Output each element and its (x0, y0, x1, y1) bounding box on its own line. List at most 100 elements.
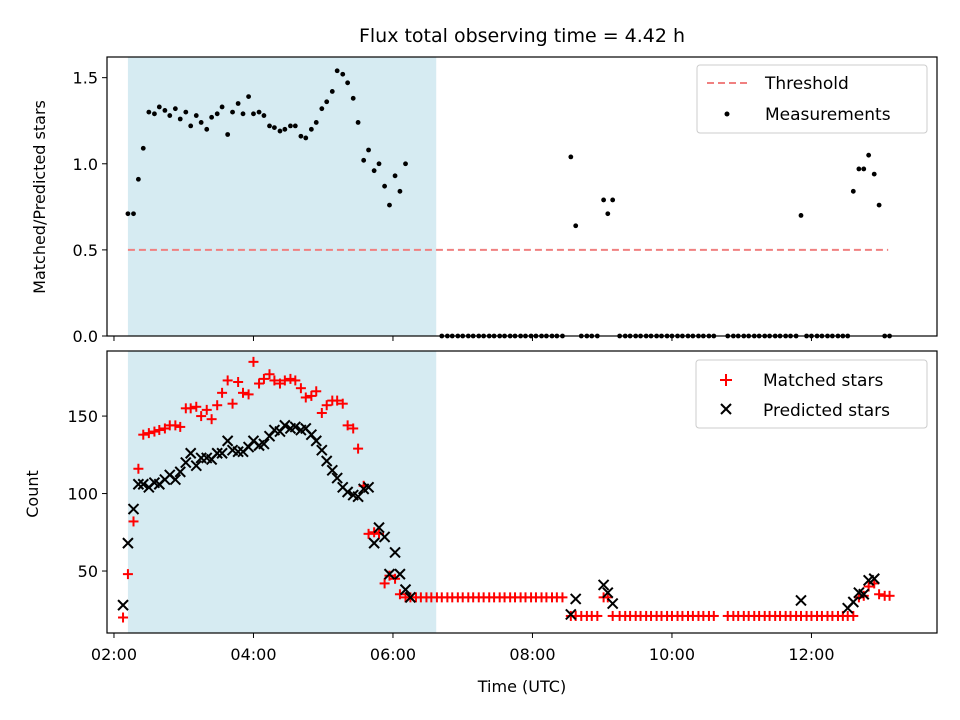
measurement-point (610, 197, 616, 203)
matched-star-point (332, 395, 343, 406)
bottom-x-ticks: 02:00 04:00 06:00 08:00 10:00 12:00 (91, 633, 835, 664)
predicted-star-point (373, 521, 385, 534)
bot-xtick-label: 08:00 (509, 645, 555, 664)
top-ytick-label: 1.5 (73, 69, 98, 88)
measurement-point (573, 223, 579, 229)
measurement-point (204, 126, 210, 132)
matched-star-point (248, 356, 259, 367)
measurement-point (345, 80, 351, 86)
matched-star-point (285, 373, 296, 384)
measurement-point (288, 123, 293, 129)
top-legend: Threshold Measurements (696, 64, 928, 134)
matched-star-point (206, 414, 217, 425)
predicted-star-point (847, 596, 860, 608)
bot-xtick-label: 12:00 (788, 645, 834, 664)
matched-star-point (708, 610, 719, 621)
measurement-point (214, 111, 220, 117)
measurement-point (856, 166, 862, 172)
predicted-star-point (569, 593, 582, 605)
matched-star-point (170, 420, 181, 431)
measurement-point (605, 211, 611, 217)
matched-star-point (557, 592, 568, 603)
predicted-star-point (362, 481, 375, 494)
measurement-point (198, 120, 204, 125)
bot-ytick-label: 100 (67, 485, 98, 504)
measurement-point (140, 145, 146, 151)
measurement-point (361, 157, 367, 163)
measurement-point (125, 211, 131, 217)
measurement-point (240, 111, 246, 117)
matched-star-point (306, 390, 317, 401)
matched-star-point (185, 403, 196, 414)
predicted-star-point (310, 435, 322, 447)
measurement-point (271, 125, 277, 131)
bottom-y-axis-label: Count (23, 470, 42, 518)
top-ytick-label: 0.5 (73, 241, 98, 260)
predicted-star-point (858, 588, 870, 600)
matched-star-point (133, 463, 144, 474)
bot-xtick-label: 10:00 (649, 645, 695, 664)
measurement-point (246, 94, 251, 100)
bottom-legend-box (695, 359, 928, 429)
legend-predicted-swatch (720, 403, 732, 415)
measurement-point (292, 123, 298, 129)
bot-ytick-label: 150 (67, 407, 98, 426)
matched-star-point (118, 612, 129, 623)
matched-star-point (342, 420, 353, 431)
predicted-star-point (795, 594, 807, 607)
bottom-axes-frame (106, 350, 938, 634)
measurement-point (350, 95, 356, 101)
matched-star-point (316, 407, 327, 418)
legend-matched-label: Matched stars (763, 371, 883, 391)
matched-star-point (243, 389, 254, 400)
measurement-point (282, 126, 288, 132)
legend-threshold-label: Threshold (764, 74, 849, 94)
matched-star-point (264, 369, 275, 380)
matched-star-point (394, 589, 405, 600)
bot-span-rect (127, 351, 437, 633)
matched-star-point (122, 569, 133, 580)
measurement-point (183, 109, 189, 115)
matched-star-point (212, 400, 223, 411)
matched-star-point (379, 578, 390, 589)
predicted-star-point (132, 478, 145, 490)
measurement-point (308, 126, 314, 132)
measurement-point (261, 113, 267, 118)
measurement-point (209, 114, 215, 120)
bottom-legend: Matched stars Predicted stars (695, 359, 928, 429)
measurement-point (387, 202, 392, 208)
matched-star-point (321, 400, 332, 411)
matched-star-point (175, 421, 186, 432)
matched-star-point (363, 528, 374, 539)
bot-xtick-label: 04:00 (230, 645, 276, 664)
measurement-point (871, 171, 877, 177)
top-span-rect (127, 57, 437, 336)
measurement-point (146, 109, 152, 115)
matched-star-point (217, 387, 228, 398)
legend-measurements-swatch (724, 111, 730, 117)
predicted-star-point (169, 473, 182, 486)
predicted-star-point (221, 435, 234, 447)
matched-star-point (279, 375, 290, 386)
measurement-point (152, 111, 157, 117)
matched-star-point (138, 429, 149, 440)
predicted-star-point (258, 438, 270, 450)
bottom-y-ticks: 50 100 150 (67, 407, 107, 581)
predicted-star-point (279, 419, 291, 432)
predicted-star-point (352, 490, 364, 503)
chart-title: Flux total observing time = 4.42 h (359, 25, 685, 47)
measurement-point (256, 109, 262, 115)
bot-xtick-label: 02:00 (91, 645, 137, 664)
predicted-star-point (399, 583, 412, 596)
measurement-point (382, 183, 387, 189)
top-legend-box (696, 64, 928, 134)
matched-star-point (295, 383, 306, 394)
predicted-star-point (232, 446, 244, 458)
matched-star-point (143, 428, 154, 439)
measurement-point (334, 68, 340, 74)
predicted-star-point (127, 503, 140, 515)
measurement-point (267, 123, 272, 129)
bot-xtick-label: 06:00 (370, 645, 416, 664)
measurement-point (313, 120, 319, 125)
